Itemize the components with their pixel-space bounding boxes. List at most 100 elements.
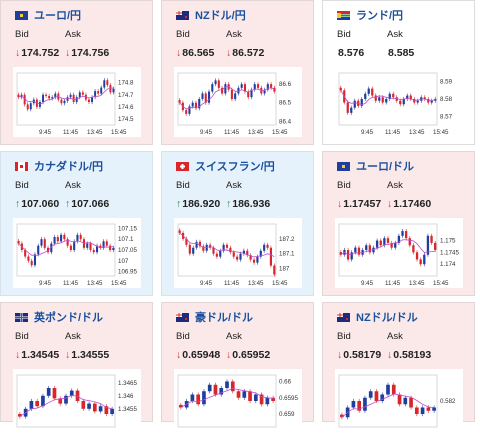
card-title[interactable]: ユーロ/ドル [337, 158, 414, 174]
pair-name[interactable]: ランド/円 [356, 10, 404, 22]
rate-card-3[interactable]: カナダドル/円 Bid Ask ↑107.060 ↑107.066 107.15… [0, 151, 153, 296]
ask-number: 0.58193 [393, 349, 432, 361]
rates-grid: ユーロ/円 Bid Ask ↓174.752 ↓174.756 174.8 174… [0, 0, 475, 428]
price-chart[interactable]: 86.6 86.5 86.4 9:45 11:45 13:45 15:45 [174, 67, 302, 137]
price-chart[interactable]: 1.3465 1.346 1.3455 [13, 369, 141, 439]
candle-body [243, 84, 247, 92]
candle-body [423, 254, 426, 265]
ask-label: Ask [387, 180, 403, 191]
rate-card-7[interactable]: 豪ドル/ドル Bid Ask ↓0.65948 ↓0.65952 0.66 0.6… [161, 302, 314, 439]
nz-jp-flag-icon [176, 10, 189, 20]
candle-body [69, 245, 72, 250]
moving-average-line [340, 90, 436, 106]
ask-number: 0.65952 [232, 349, 271, 361]
pair-name[interactable]: NZドル/ドル [356, 312, 418, 324]
x-tick-label: 9:45 [361, 129, 374, 136]
rate-card-0[interactable]: ユーロ/円 Bid Ask ↓174.752 ↓174.756 174.8 174… [0, 0, 153, 145]
candle-body [99, 245, 102, 248]
candle-body [242, 250, 245, 254]
candle-body [434, 242, 437, 250]
price-chart[interactable]: 107.15 107.1 107.05 107 106.95 9:45 11:45 13:45… [13, 218, 141, 288]
au-us-flag-icon [176, 312, 189, 322]
rate-card-2[interactable]: ランド/円 Bid Ask 8.576 8.585 8.59 8.58 8.57 9:… [322, 0, 475, 145]
price-chart[interactable]: 1.175 1.1745 1.174 9:45 11:45 13:45 15:45 [335, 218, 463, 288]
candle-body [383, 238, 386, 246]
y-tick-label: 86.4 [279, 118, 292, 125]
candle-body [350, 252, 353, 260]
bid-arrow-icon: ↓ [176, 47, 182, 59]
candle-body [178, 100, 181, 103]
y-tick-label: 107.1 [118, 236, 134, 243]
ask-value: ↑107.066 [65, 198, 109, 210]
card-title[interactable]: NZドル/ドル [337, 309, 418, 325]
chart-svg: 0.66 0.6595 0.659 [177, 374, 298, 428]
rate-card-4[interactable]: スイスフラン/円 Bid Ask ↑186.920 ↑186.936 187.2… [161, 151, 314, 296]
x-tick-label: 9:45 [200, 280, 213, 287]
pair-name[interactable]: スイスフラン/円 [195, 161, 275, 173]
candle-body [249, 255, 252, 260]
candle-body [269, 247, 273, 266]
candle-body [430, 100, 433, 103]
price-chart[interactable]: 8.59 8.58 8.57 9:45 11:45 13:45 15:45 [335, 67, 463, 137]
bid-number: 107.060 [21, 198, 60, 210]
y-tick-label: 174.6 [118, 104, 134, 111]
bid-arrow-icon: ↓ [337, 349, 343, 361]
y-tick-label: 86.5 [279, 100, 292, 107]
ask-label: Ask [65, 331, 81, 342]
candle-body [375, 240, 379, 248]
candle-body [265, 397, 270, 405]
candle-body [350, 107, 353, 113]
x-tick-label: 11:45 [63, 280, 79, 287]
rate-card-5[interactable]: ユーロ/ドル Bid Ask ↓1.17457 ↓1.17460 1.175 1.… [322, 151, 475, 296]
candle-body [247, 91, 250, 98]
candle-body [81, 92, 84, 95]
pair-name[interactable]: ユーロ/円 [34, 10, 82, 22]
card-title[interactable]: スイスフラン/円 [176, 158, 275, 174]
candle-body [430, 235, 433, 243]
card-title[interactable]: 英ポンド/ドル [15, 309, 103, 325]
pair-name[interactable]: カナダドル/円 [34, 161, 104, 173]
ask-value: ↓1.34555 [65, 349, 109, 361]
candle-body [426, 235, 430, 255]
candle-body [402, 99, 405, 105]
rate-card-6[interactable]: 英ポンド/ドル Bid Ask ↓1.34545 ↓1.34555 1.3465… [0, 302, 153, 439]
price-chart[interactable]: 187.2 187.1 187 9:45 11:45 13:45 15:45 [174, 218, 302, 288]
rate-card-8[interactable]: NZドル/ドル Bid Ask ↓0.58179 ↓0.58193 0.582 [322, 302, 475, 439]
ask-arrow-icon: ↑ [65, 198, 71, 210]
rate-card-1[interactable]: NZドル/円 Bid Ask ↓86.565 ↓86.572 86.6 86.5 8… [161, 0, 314, 145]
candle-body [391, 384, 396, 395]
candle-body [212, 247, 215, 254]
pair-name[interactable]: ユーロ/ドル [356, 161, 415, 173]
pair-name[interactable]: 豪ドル/ドル [195, 312, 254, 324]
candle-body [403, 397, 408, 405]
price-chart[interactable]: 0.582 [335, 369, 463, 439]
chart-frame [16, 223, 116, 277]
price-chart[interactable]: 0.66 0.6595 0.659 [174, 369, 302, 439]
candle-body [397, 394, 402, 405]
card-title[interactable]: ユーロ/円 [15, 7, 81, 23]
candle-body [351, 401, 356, 408]
x-tick-label: 13:45 [409, 280, 425, 287]
candle-body [386, 238, 390, 243]
ask-label: Ask [226, 29, 242, 40]
pair-name[interactable]: NZドル/円 [195, 10, 246, 22]
x-tick-label: 11:45 [63, 129, 79, 136]
y-tick-label: 1.1745 [440, 249, 459, 256]
card-title[interactable]: カナダドル/円 [15, 158, 103, 174]
candle-body [202, 391, 206, 405]
candle-body [388, 93, 391, 99]
price-chart[interactable]: 174.8 174.7 174.6 174.5 9:45 11:45 13:45 15:45 [13, 67, 141, 137]
candle-body [48, 95, 51, 99]
card-title[interactable]: 豪ドル/ドル [176, 309, 253, 325]
candle-body [179, 404, 183, 408]
card-title[interactable]: ランド/円 [337, 7, 403, 23]
candle-body [248, 391, 252, 401]
card-title[interactable]: NZドル/円 [176, 7, 246, 23]
candle-body [401, 231, 404, 236]
candle-body [339, 87, 342, 91]
candle-body [95, 245, 99, 253]
candle-body [196, 394, 201, 405]
candle-body [354, 247, 357, 253]
pair-name[interactable]: 英ポンド/ドル [34, 312, 104, 324]
candle-body [371, 88, 374, 96]
